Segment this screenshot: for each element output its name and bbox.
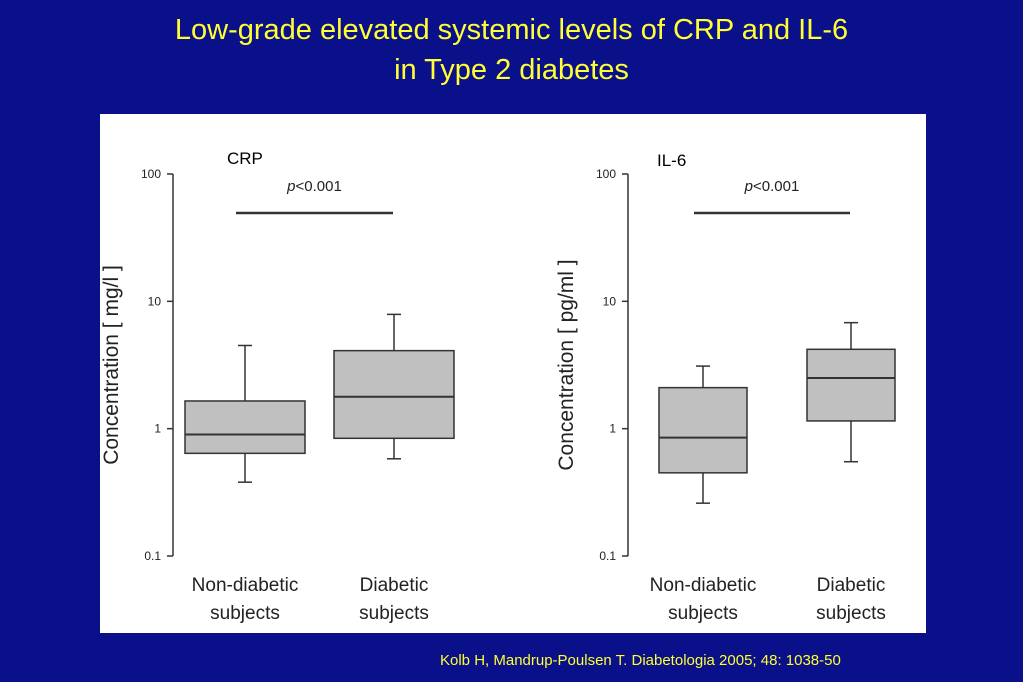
p-value: <0.001 (753, 178, 799, 195)
y-tick-label: 10 (603, 294, 617, 308)
citation: Kolb H, Mandrup-Poulsen T. Diabetologia … (440, 652, 841, 669)
category-label: Non-diabetic (192, 575, 299, 596)
chart-title: IL-6 (657, 151, 686, 170)
y-tick-label: 100 (596, 167, 616, 181)
box (184, 400, 306, 455)
y-tick-label: 0.1 (599, 549, 616, 563)
significance-label: p<0.001 (286, 178, 342, 195)
chart-title: CRP (227, 149, 263, 168)
category-label: subjects (816, 603, 886, 624)
box (333, 349, 455, 440)
slide-title: Low-grade elevated systemic levels of CR… (0, 10, 1023, 90)
chart-1: IL-6 0.1 1 10 100 Concentration [ pg/ml ] p<0.… (555, 151, 896, 624)
category-label: subjects (210, 603, 280, 624)
p-symbol: p (286, 178, 295, 195)
y-axis-label: Concentration [ mg/l ] (100, 265, 123, 465)
y-axis-label: Concentration [ pg/ml ] (555, 259, 578, 470)
category-label: Non-diabetic (650, 575, 757, 596)
title-line-2: in Type 2 diabetes (394, 54, 629, 86)
box (806, 348, 896, 422)
significance-label: p<0.001 (744, 178, 800, 195)
y-tick-label: 1 (154, 422, 161, 436)
y-tick-label: 0.1 (144, 549, 161, 563)
box (658, 386, 748, 474)
p-symbol: p (744, 178, 753, 195)
y-tick-label: 100 (141, 167, 161, 181)
figure-panel: CRP 0.1 1 10 100 Concentration [ mg/l ] p<0.00… (100, 114, 926, 633)
y-tick-label: 1 (609, 422, 616, 436)
category-label: subjects (359, 603, 429, 624)
chart-0: CRP 0.1 1 10 100 Concentration [ mg/l ] p<0.00… (100, 149, 455, 624)
p-value: <0.001 (296, 178, 342, 195)
category-label: Diabetic (360, 575, 429, 596)
title-line-1: Low-grade elevated systemic levels of CR… (174, 14, 849, 46)
category-label: subjects (668, 603, 738, 624)
y-tick-label: 10 (148, 294, 162, 308)
category-label: Diabetic (817, 575, 886, 596)
